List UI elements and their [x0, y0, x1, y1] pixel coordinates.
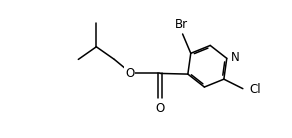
Text: Br: Br	[175, 18, 188, 31]
Text: Cl: Cl	[249, 83, 261, 96]
Text: O: O	[125, 67, 134, 80]
Text: O: O	[155, 102, 165, 115]
Text: N: N	[231, 51, 239, 64]
